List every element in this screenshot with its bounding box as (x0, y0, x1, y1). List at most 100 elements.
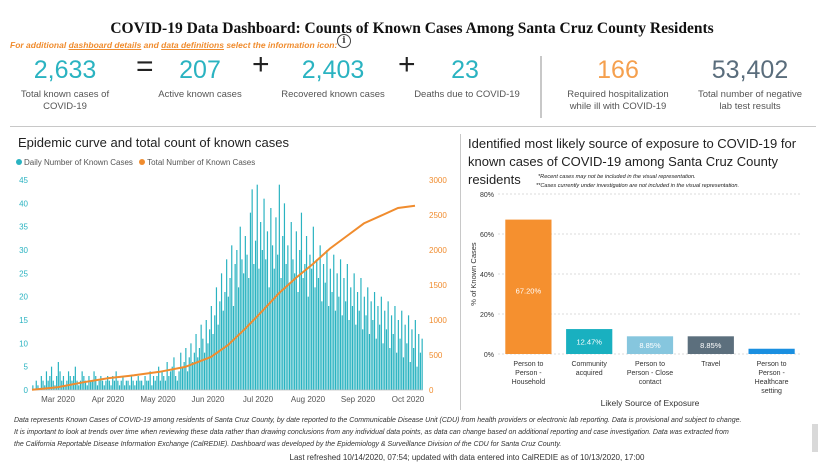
x-tick-label: Sep 2020 (341, 395, 376, 404)
daily-cases-bar (358, 310, 360, 390)
y-axis-label: % of Known Cases (469, 242, 478, 306)
daily-cases-bar (57, 362, 59, 390)
daily-cases-bar (64, 385, 66, 390)
daily-cases-bar (309, 254, 311, 390)
daily-cases-bar (248, 278, 250, 390)
daily-cases-bar (146, 380, 148, 390)
exposure-bar (687, 336, 734, 354)
daily-cases-bar (314, 287, 316, 390)
daily-cases-bar (151, 385, 153, 390)
negative-tests-label-line2: lab test results (719, 101, 781, 112)
daily-cases-bar (81, 371, 83, 390)
daily-cases-bar (292, 259, 294, 390)
dashboard-details-link[interactable]: dashboard details (68, 40, 142, 50)
daily-cases-bar (379, 324, 381, 390)
section-divider (10, 126, 816, 127)
daily-cases-bar (243, 273, 245, 390)
daily-cases-bar (163, 376, 165, 390)
total-cases-label: Total known cases of COVID-19 (10, 89, 120, 113)
daily-cases-bar (375, 338, 377, 390)
daily-cases-bar (319, 245, 321, 390)
daily-cases-bar (132, 380, 134, 390)
daily-cases-bar (421, 338, 423, 390)
daily-cases-bar (299, 250, 301, 390)
daily-cases-bar (356, 292, 359, 390)
daily-cases-bar (115, 371, 117, 390)
daily-cases-bar (307, 296, 309, 390)
daily-cases-bar (222, 310, 224, 390)
daily-cases-bar (377, 306, 379, 390)
daily-cases-bar (197, 357, 199, 390)
y-left-tick-label: 0 (24, 386, 29, 395)
daily-cases-bar (200, 324, 202, 390)
category-label: Household (512, 379, 546, 386)
daily-cases-bar (404, 324, 406, 390)
daily-cases-bar (254, 240, 257, 390)
y-right-tick-label: 1500 (429, 281, 447, 290)
footer-line-3: the California Reportable Disease Inform… (14, 441, 562, 448)
legend-total-label: Total Number of Known Cases (147, 158, 256, 167)
exposure-data-label: 67.20% (516, 287, 542, 296)
daily-cases-bar (419, 352, 422, 390)
daily-cases-bar (277, 254, 279, 390)
daily-cases-bar (181, 366, 184, 390)
daily-cases-bar (105, 380, 107, 390)
category-label: setting (761, 388, 782, 395)
deaths-value: 23 (451, 56, 479, 84)
category-label: Person to (635, 361, 665, 368)
category-label: Person to (513, 361, 543, 368)
total-cases-label-line1: Total known cases of (20, 89, 110, 100)
daily-cases-bar (49, 376, 51, 390)
daily-cases-bar (198, 348, 201, 390)
exposure-title-line1: Identified most likely source of exposur… (468, 136, 797, 151)
daily-cases-bar (271, 245, 274, 390)
daily-cases-bar (263, 198, 265, 390)
daily-cases-bar (224, 292, 226, 390)
daily-cases-bar (394, 306, 396, 390)
daily-cases-bar (135, 380, 138, 390)
daily-cases-bar (287, 245, 289, 390)
epi-legend: Daily Number of Known Cases Total Number… (16, 158, 255, 167)
y-tick-label: 40% (480, 272, 494, 279)
daily-cases-bar (336, 273, 338, 390)
daily-cases-bar (186, 371, 189, 390)
daily-cases-bar (120, 380, 122, 390)
daily-cases-bar (141, 380, 143, 390)
daily-cases-bar (142, 385, 144, 390)
daily-cases-bar (239, 226, 241, 390)
footer-line-1: Data represents Known Cases of COVID-19 … (14, 417, 742, 424)
daily-cases-bar (176, 380, 178, 390)
daily-cases-bar (360, 278, 362, 390)
daily-cases-bar (86, 385, 88, 390)
daily-cases-bar (158, 366, 160, 390)
data-definitions-link[interactable]: data definitions (161, 40, 224, 50)
daily-cases-bar (134, 385, 136, 390)
daily-cases-bar (401, 310, 403, 390)
info-prefix: For additional (10, 40, 69, 50)
daily-cases-bar (113, 380, 116, 390)
info-icon[interactable]: i (337, 34, 351, 48)
daily-cases-bar (324, 282, 326, 390)
active-cases-label: Active known cases (158, 89, 242, 100)
daily-cases-bar (234, 264, 236, 390)
daily-cases-bar (311, 268, 313, 390)
recovered-cases-label: Recovered known cases (281, 89, 385, 100)
y-right-tick-label: 2000 (429, 246, 447, 255)
daily-cases-bar (385, 329, 388, 390)
x-tick-label: Jun 2020 (192, 395, 225, 404)
exposure-title-line2: known cases of COVID-19 among Santa Cruz… (468, 154, 778, 169)
daily-cases-bar (282, 236, 284, 390)
daily-cases-bar (268, 287, 270, 390)
daily-cases-bar (56, 376, 58, 390)
daily-cases-bar (418, 334, 420, 390)
epi-chart-title: Epidemic curve and total count of known … (18, 135, 289, 150)
active-cases-value: 207 (179, 56, 221, 84)
daily-cases-bar (203, 352, 206, 390)
daily-cases-bar (45, 371, 48, 390)
daily-cases-bar (190, 343, 192, 390)
scrollbar[interactable] (812, 424, 818, 452)
y-left-tick-label: 40 (19, 199, 28, 208)
daily-cases-bar (392, 334, 394, 390)
equals-operator: = (136, 50, 154, 83)
daily-cases-bar (168, 376, 170, 390)
